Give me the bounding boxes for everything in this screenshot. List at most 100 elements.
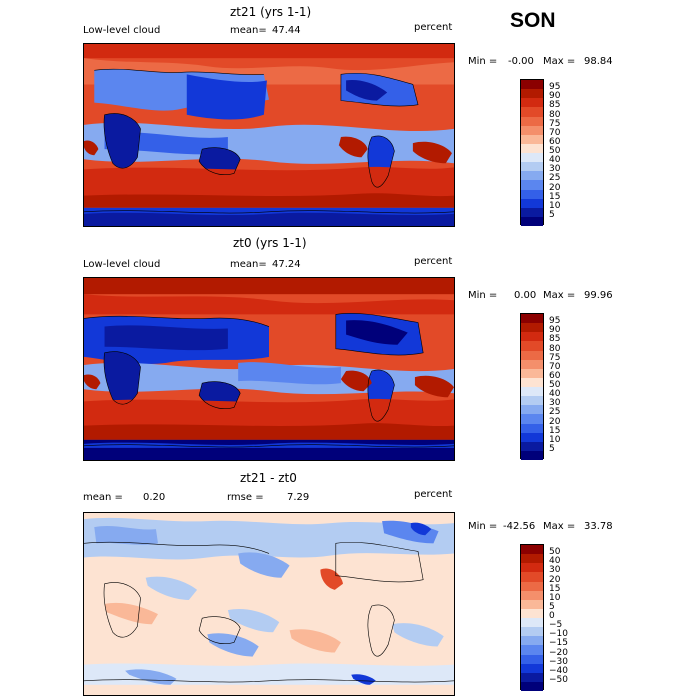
colorbar-tick-label: 75 [549, 118, 561, 129]
colorbar-tick-label: 90 [549, 91, 561, 102]
colorbar-tick-label: 15 [549, 191, 561, 202]
colorbar-swatch [521, 423, 543, 433]
colorbar-tick-label: 10 [549, 592, 561, 603]
colorbar-tick-label: 40 [549, 389, 561, 400]
colorbar-swatch [521, 368, 543, 378]
colorbar-swatch [521, 645, 543, 655]
colorbar-swatch [521, 414, 543, 424]
colorbar-tick-label: 95 [549, 316, 561, 327]
colorbar-tick-label: 0 [549, 611, 555, 621]
panel-3-colorbar [520, 544, 544, 691]
colorbar-swatch [521, 180, 543, 190]
colorbar-swatch [521, 125, 543, 135]
colorbar-swatch [521, 545, 543, 555]
colorbar-swatch [521, 377, 543, 387]
colorbar-swatch [521, 116, 543, 126]
colorbar-tick-label: 20 [549, 416, 561, 427]
colorbar-swatch [521, 359, 543, 369]
panel-2-mean-label: mean= [230, 259, 267, 270]
panel-3-title: zt21 - zt0 [240, 471, 297, 485]
colorbar-tick-label: 95 [549, 82, 561, 93]
panel-1-colorbar [520, 79, 544, 226]
panel-1-map-svg [84, 44, 454, 226]
colorbar-tick-label: 5 [549, 601, 555, 612]
colorbar-tick-label: 60 [549, 370, 561, 381]
panel-1-mean-value: 47.44 [272, 25, 301, 36]
panel-3-map-svg [84, 513, 454, 695]
colorbar-tick-label: 70 [549, 361, 561, 372]
colorbar-swatch [521, 654, 543, 664]
panel-3-min-value: -42.56 [503, 521, 536, 532]
panel-3-min-label: Min = [468, 521, 498, 532]
panel-2-colorbar [520, 313, 544, 460]
panel-2-min-value: 0.00 [514, 290, 537, 301]
colorbar-tick-label: 80 [549, 343, 561, 354]
colorbar-swatch [521, 134, 543, 144]
colorbar-tick-label: 15 [549, 583, 561, 594]
colorbar-swatch [521, 98, 543, 108]
colorbar-swatch [521, 590, 543, 600]
colorbar-tick-label: 70 [549, 127, 561, 138]
colorbar-tick-label: −50 [549, 674, 568, 685]
panel-2-title: zt0 (yrs 1-1) [233, 236, 307, 250]
panel-3-max-label: Max = [543, 521, 576, 532]
colorbar-tick-label: 30 [549, 164, 561, 175]
colorbar-tick-label: 50 [549, 547, 561, 558]
panel-2-min-label: Min = [468, 290, 498, 301]
panel-3-mean-label: mean = [83, 492, 123, 503]
colorbar-swatch [521, 396, 543, 406]
colorbar-swatch [521, 314, 543, 324]
colorbar-tick-label: 5 [549, 443, 555, 454]
colorbar-tick-label: 50 [549, 380, 561, 390]
colorbar-swatch [521, 153, 543, 163]
colorbar-swatch [521, 143, 543, 153]
colorbar-swatch [521, 608, 543, 618]
colorbar-tick-label: 10 [549, 200, 561, 211]
panel-3-units: percent [414, 489, 453, 500]
colorbar-swatch [521, 432, 543, 442]
colorbar-tick-label: 75 [549, 352, 561, 363]
colorbar-swatch [521, 198, 543, 208]
colorbar-swatch [521, 681, 543, 691]
panel-1-variable-label: Low-level cloud [83, 25, 161, 36]
colorbar-swatch [521, 189, 543, 199]
colorbar-tick-label: 90 [549, 325, 561, 336]
colorbar-swatch [521, 207, 543, 217]
colorbar-swatch [521, 350, 543, 360]
colorbar-swatch [521, 171, 543, 181]
panel-3-map [83, 512, 455, 696]
colorbar-tick-label: 5 [549, 209, 555, 220]
colorbar-swatch [521, 554, 543, 564]
colorbar-tick-label: 15 [549, 425, 561, 436]
colorbar-tick-label: −30 [549, 656, 568, 667]
colorbar-tick-label: −40 [549, 665, 568, 676]
colorbar-tick-label: −15 [549, 638, 568, 649]
colorbar-swatch [521, 672, 543, 682]
colorbar-swatch [521, 332, 543, 342]
panel-1-map [83, 43, 455, 227]
panel-3-mean-value: 0.20 [143, 492, 166, 503]
colorbar-tick-label: −5 [549, 620, 563, 631]
panel-2-map-svg [84, 278, 454, 460]
colorbar-swatch [521, 663, 543, 673]
panel-3-max-value: 33.78 [584, 521, 613, 532]
colorbar-swatch [521, 581, 543, 591]
colorbar-tick-label: 30 [549, 565, 561, 576]
colorbar-swatch [521, 89, 543, 99]
panel-1-mean-label: mean= [230, 25, 267, 36]
colorbar-swatch [521, 405, 543, 415]
colorbar-swatch [521, 341, 543, 351]
colorbar-swatch [521, 216, 543, 226]
colorbar-swatch [521, 107, 543, 117]
colorbar-tick-label: 30 [549, 398, 561, 409]
panel-2-variable-label: Low-level cloud [83, 259, 161, 270]
colorbar-tick-label: 25 [549, 173, 561, 184]
colorbar-tick-label: 85 [549, 334, 561, 345]
colorbar-tick-label: −20 [549, 647, 568, 658]
panel-3-rmse-label: rmse = [227, 492, 264, 503]
panel-1-min-value: -0.00 [508, 56, 534, 67]
colorbar-swatch [521, 618, 543, 628]
colorbar-tick-label: 25 [549, 407, 561, 418]
panel-2-map [83, 277, 455, 461]
panel-1-max-value: 98.84 [584, 56, 613, 67]
